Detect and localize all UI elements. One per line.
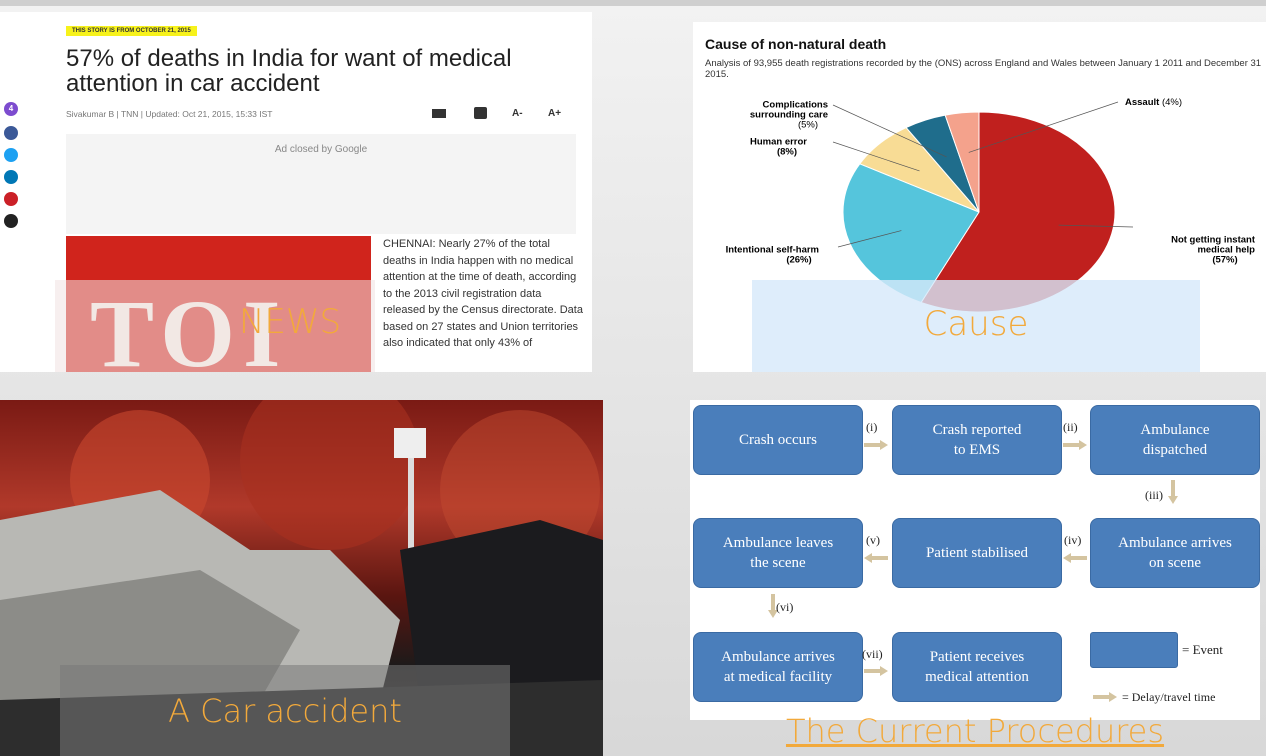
font-smaller[interactable]: A- — [512, 108, 523, 119]
step-label: (vi) — [776, 600, 794, 614]
delay-arrow — [768, 594, 778, 618]
leader-line — [968, 101, 1119, 153]
news-caption: NEWS — [238, 302, 342, 342]
legend-swatch — [1090, 632, 1178, 668]
slice-value-label: (5%) — [798, 120, 818, 131]
story-tag: THIS STORY IS FROM OCTOBER 21, 2015 — [66, 26, 197, 36]
node-text: Ambulance arrives — [721, 649, 835, 665]
slice-name: Human error — [750, 137, 807, 148]
step-label: (i) — [866, 420, 878, 434]
mail-icon[interactable] — [432, 109, 446, 118]
pie-caption: Cause — [923, 304, 1029, 344]
font-larger[interactable]: A+ — [548, 108, 562, 119]
node-text: at medical facility — [723, 669, 833, 685]
photo-panel: A Car accident — [0, 400, 603, 756]
pie-slice — [944, 111, 980, 213]
comment-icon[interactable] — [4, 214, 18, 228]
share-count: 4 — [4, 102, 18, 116]
slice-name: Assault — [1125, 97, 1160, 108]
node-text: Crash occurs — [739, 432, 817, 448]
top-bar — [0, 0, 1266, 6]
delay-arrow — [1093, 692, 1117, 702]
step-label: (v) — [866, 533, 880, 547]
slice-value-label: (4%) — [1162, 97, 1182, 108]
pie-subtitle: Analysis of 93,955 death registrations r… — [705, 58, 1262, 80]
news-panel: THIS STORY IS FROM OCTOBER 21, 2015 57% … — [0, 12, 592, 372]
delay-arrow — [864, 553, 888, 563]
foliage — [240, 400, 420, 550]
caption-box — [55, 280, 375, 372]
ad-text: Ad closed by Google — [274, 144, 368, 155]
flow-panel: Crash occurs Crash reported to EMS Ambulanc… — [690, 400, 1260, 720]
sign — [394, 428, 426, 458]
step-label: (iii) — [1145, 488, 1163, 502]
node-text: to EMS — [953, 442, 1001, 458]
twitter-icon[interactable] — [4, 148, 18, 162]
flow-node: Crash reported to EMS — [892, 405, 1062, 475]
ad-box: Ad closed by Google — [66, 134, 576, 234]
leader-line — [832, 104, 947, 158]
photo-caption: A Car accident — [168, 692, 402, 730]
flow-node: Ambulance leaves the scene — [693, 518, 863, 588]
delay-arrow — [864, 666, 888, 676]
leader-line — [832, 141, 920, 172]
slice-value-label: (57%) — [1212, 255, 1237, 266]
slice-value-label: (8%) — [777, 147, 797, 158]
flow-node: Ambulance dispatched — [1090, 405, 1260, 475]
facebook-icon[interactable] — [4, 126, 18, 140]
caption-box — [752, 280, 1200, 372]
headline: 57% of deaths in India for want of medic… — [66, 45, 512, 97]
article-body: CHENNAI: Nearly 27% of the total deaths … — [383, 238, 583, 349]
flow-node: Crash occurs — [693, 405, 863, 475]
pie-title: Cause of non-natural death — [705, 36, 887, 52]
legend-event: = Event — [1182, 642, 1223, 657]
linkedin-icon[interactable] — [4, 170, 18, 184]
node-text: dispatched — [1142, 442, 1208, 458]
dark-car — [400, 520, 603, 700]
slice-name: Intentional self-harm — [726, 245, 819, 256]
flow-node: Ambulance arrives at medical facility — [693, 632, 863, 702]
flow-node: Ambulance arrives on scene — [1090, 518, 1260, 588]
slice-label: Assault (4%) — [1125, 97, 1182, 108]
node-text: Ambulance arrives — [1118, 535, 1232, 551]
node-text: Patient stabilised — [925, 545, 1029, 561]
node-text: the scene — [750, 555, 806, 571]
slice-name: surrounding care — [750, 110, 828, 121]
leader-line — [837, 230, 902, 248]
pinterest-icon[interactable] — [4, 192, 18, 206]
flow-caption: The Current Procedures — [785, 712, 1165, 750]
flow-node: Patient stabilised — [892, 518, 1062, 588]
slice-value-label: (26%) — [786, 255, 811, 266]
node-text: Ambulance leaves — [722, 535, 834, 551]
node-text: Ambulance — [1140, 422, 1210, 438]
node-text: medical attention — [925, 669, 1029, 685]
delay-arrow — [1168, 480, 1178, 504]
delay-arrow — [1063, 553, 1087, 563]
slice-name: Not getting instant — [1171, 235, 1256, 246]
pie-panel: Cause of non-natural death Analysis of 9… — [693, 22, 1266, 372]
node-text: on scene — [1148, 555, 1202, 571]
print-icon[interactable] — [474, 107, 487, 119]
leader-line — [1058, 224, 1134, 228]
byline: Sivakumar B | TNN | Updated: Oct 21, 201… — [66, 109, 273, 119]
flow-node: Patient receives medical attention — [892, 632, 1062, 702]
delay-arrow — [1063, 440, 1087, 450]
delay-arrow — [864, 440, 888, 450]
legend-delay: = Delay/travel time — [1122, 690, 1216, 704]
caption-box — [60, 665, 510, 756]
step-label: (ii) — [1063, 420, 1078, 434]
sign-post — [408, 440, 414, 590]
node-text: Patient receives — [929, 649, 1025, 665]
step-label: (vii) — [862, 647, 883, 661]
slice-name: Complications — [763, 100, 828, 111]
slice-name: medical help — [1197, 245, 1255, 256]
node-text: Crash reported — [932, 422, 1022, 438]
step-label: (iv) — [1064, 533, 1082, 547]
